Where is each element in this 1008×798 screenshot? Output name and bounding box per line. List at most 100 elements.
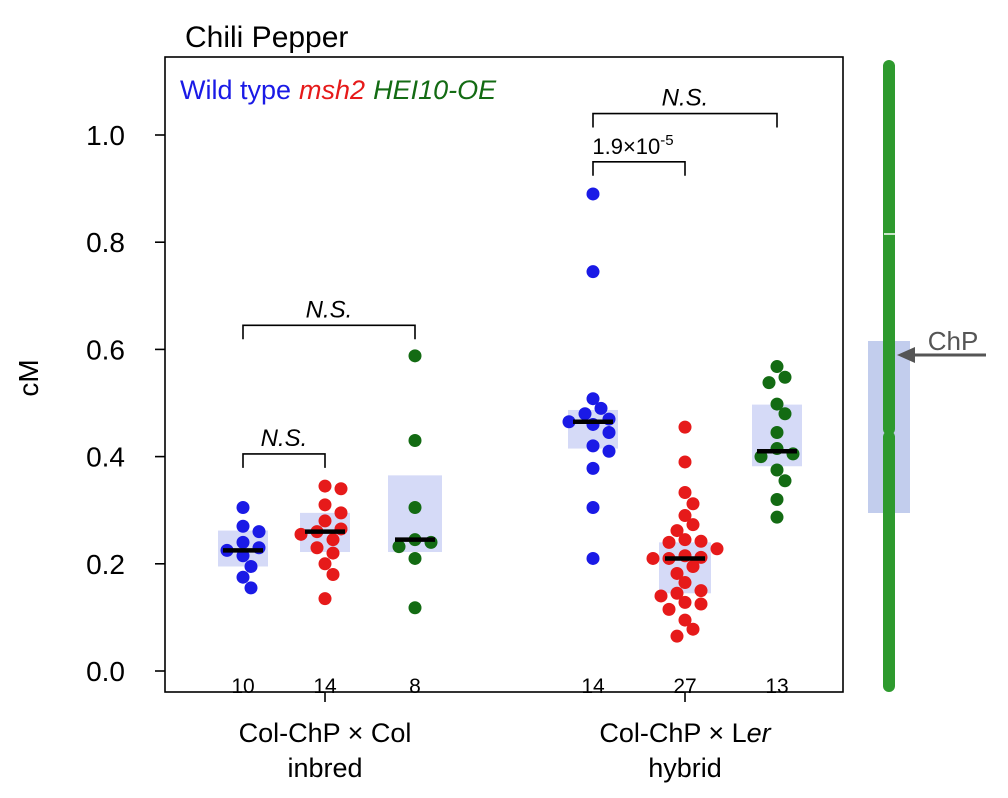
data-point (318, 557, 332, 571)
data-point (408, 501, 422, 515)
sample-count: 27 (673, 675, 696, 698)
series-inbred-wild-type: 10 (218, 501, 268, 698)
group-label-hybrid: Col-ChP × Ler (599, 718, 771, 748)
bracket-label: N.S. (306, 296, 353, 323)
data-point (678, 420, 692, 434)
data-point (236, 501, 250, 515)
data-point (662, 602, 676, 616)
data-point (326, 546, 340, 560)
y-tick-label: 0.6 (86, 334, 125, 365)
data-point (646, 551, 660, 565)
data-point (318, 592, 332, 606)
data-point (678, 613, 692, 627)
legend-item: Wild type (180, 75, 291, 105)
data-point (770, 463, 784, 477)
data-point (318, 498, 332, 512)
data-point (594, 401, 608, 415)
y-axis-label: cM (13, 359, 44, 396)
data-point (236, 570, 250, 584)
data-point (578, 407, 592, 421)
data-point (562, 415, 576, 429)
data-point (686, 497, 700, 511)
data-point (710, 542, 724, 556)
data-point (408, 601, 422, 615)
y-tick-label: 0.2 (86, 549, 125, 580)
bracket-line (592, 161, 686, 176)
data-point (770, 397, 784, 411)
sample-count: 13 (765, 675, 788, 698)
data-point (778, 407, 792, 421)
bracket-line (242, 453, 326, 468)
chp-label: ChP (928, 326, 979, 356)
series-inbred-hei10-oe: 8 (388, 349, 442, 698)
data-point (586, 439, 600, 453)
chromosome-schematic: ChP (868, 60, 986, 692)
chart-title: Chili Pepper (185, 21, 348, 54)
group-label-inbred: Col-ChP × Col (239, 718, 412, 748)
significance-bracket: N.S. (592, 85, 778, 128)
data-point (318, 479, 332, 493)
data-point (586, 392, 600, 406)
data-point (678, 509, 692, 523)
data-point (686, 518, 700, 532)
significance-bracket: N.S. (242, 425, 326, 468)
legend-item: HEI10-OE (373, 75, 497, 105)
arrow-head (897, 347, 915, 363)
y-tick-label: 1.0 (86, 120, 125, 151)
significance-bracket: N.S. (242, 296, 416, 340)
bracket-label: N.S. (662, 85, 709, 112)
data-point (762, 376, 776, 390)
data-point (770, 425, 784, 439)
plot-layer: 0.0 0.2 0.4 0.6 0.8 1.0 Chili Pepper cM Wild typ… (13, 21, 986, 783)
data-point (408, 434, 422, 448)
data-point (654, 589, 668, 603)
data-point (318, 514, 332, 528)
data-point (770, 510, 784, 524)
data-point (678, 455, 692, 469)
bracket-line (592, 112, 778, 128)
data-point (694, 584, 708, 598)
data-point (334, 482, 348, 496)
data-point (662, 535, 676, 549)
data-point (586, 187, 600, 201)
data-point (670, 586, 684, 600)
data-point (586, 461, 600, 475)
data-point (586, 501, 600, 515)
sample-count: 10 (231, 675, 254, 698)
significance-bracket: 1.9×10-5 (592, 132, 686, 176)
data-point (678, 595, 692, 609)
data-point (678, 533, 692, 547)
data-point (310, 541, 324, 555)
series-hybrid-msh2: 27 (646, 420, 724, 698)
data-point (770, 360, 784, 374)
bracket-label: N.S. (261, 425, 308, 452)
data-point (586, 265, 600, 279)
data-point (236, 519, 250, 533)
data-point (586, 551, 600, 565)
plot-frame (164, 56, 844, 693)
data-point (694, 534, 708, 548)
data-point (326, 568, 340, 582)
data-point (294, 527, 308, 541)
data-point (392, 540, 406, 554)
data-point (778, 474, 792, 488)
bracket-line (242, 324, 416, 340)
y-tick-label: 0.8 (86, 227, 125, 258)
group-sublabel-hybrid: hybrid (648, 753, 722, 783)
series-hybrid-wild-type: 14 (562, 187, 618, 698)
data-point (670, 629, 684, 643)
data-point (334, 506, 348, 520)
legend: Wild type msh2 HEI10-OE (180, 75, 497, 105)
data-point (670, 566, 684, 580)
data-point (678, 576, 692, 590)
data-point (326, 533, 340, 547)
series-hybrid-hei10-oe: 13 (752, 360, 802, 698)
bracket-label: 1.9×10-5 (592, 132, 673, 159)
data-point (408, 349, 422, 363)
y-tick-label: 0.4 (86, 442, 125, 473)
data-point (694, 597, 708, 611)
data-point (602, 444, 616, 458)
group-sublabel-inbred: inbred (287, 753, 362, 783)
sample-count: 8 (409, 675, 421, 698)
